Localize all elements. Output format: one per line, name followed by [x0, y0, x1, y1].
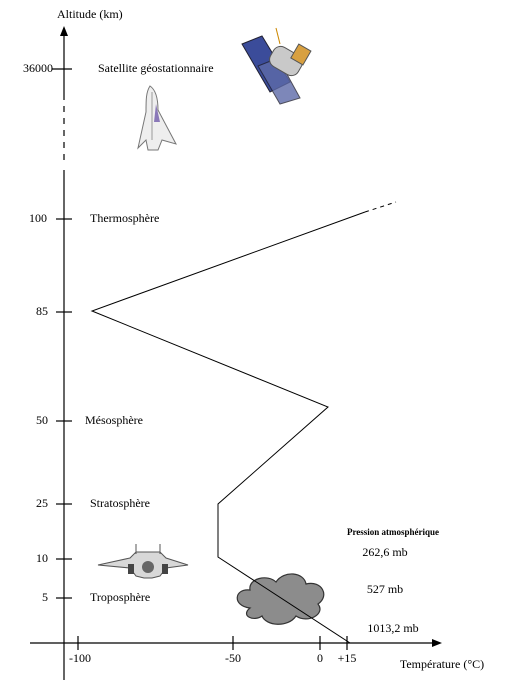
- y-tick-label: 36000: [23, 61, 53, 75]
- x-axis-arrow: [432, 639, 442, 647]
- pressure-title: Pression atmosphérique: [347, 527, 439, 537]
- y-tick-label: 85: [36, 304, 48, 318]
- x-tick-label: -100: [69, 651, 91, 665]
- y-axis-title: Altitude (km): [57, 7, 123, 21]
- x-ticks: [77, 636, 348, 650]
- layer-label: Stratosphère: [90, 496, 150, 510]
- y-tick-label: 5: [42, 590, 48, 604]
- cloud-icon: [236, 573, 325, 625]
- x-tick-label: -50: [225, 651, 241, 665]
- shuttle-icon: [137, 85, 177, 151]
- temperature-profile: [90, 211, 366, 644]
- y-ticks: [52, 68, 72, 599]
- pressure-value: 527 mb: [367, 582, 403, 596]
- x-axis-title: Température (°C): [400, 657, 484, 671]
- y-tick-label: 100: [29, 211, 47, 225]
- jet-icon: [97, 544, 189, 579]
- pressure-value: 1013,2 mb: [367, 621, 418, 635]
- satellite-icon: [241, 27, 312, 105]
- y-axis-arrow: [60, 26, 68, 36]
- layer-label: Mésosphère: [85, 413, 143, 427]
- pressure-value: 262,6 mb: [362, 545, 407, 559]
- y-tick-label: 50: [36, 413, 48, 427]
- layer-label: Satellite géostationnaire: [98, 61, 214, 75]
- layer-label: Thermosphère: [90, 211, 159, 225]
- x-tick-label: +15: [338, 651, 357, 665]
- y-tick-label: 25: [36, 496, 48, 510]
- temperature-profile-extension: [364, 201, 397, 213]
- y-tick-label: 10: [36, 551, 48, 565]
- x-tick-label: 0: [317, 651, 323, 665]
- layer-label: Troposphère: [90, 590, 150, 604]
